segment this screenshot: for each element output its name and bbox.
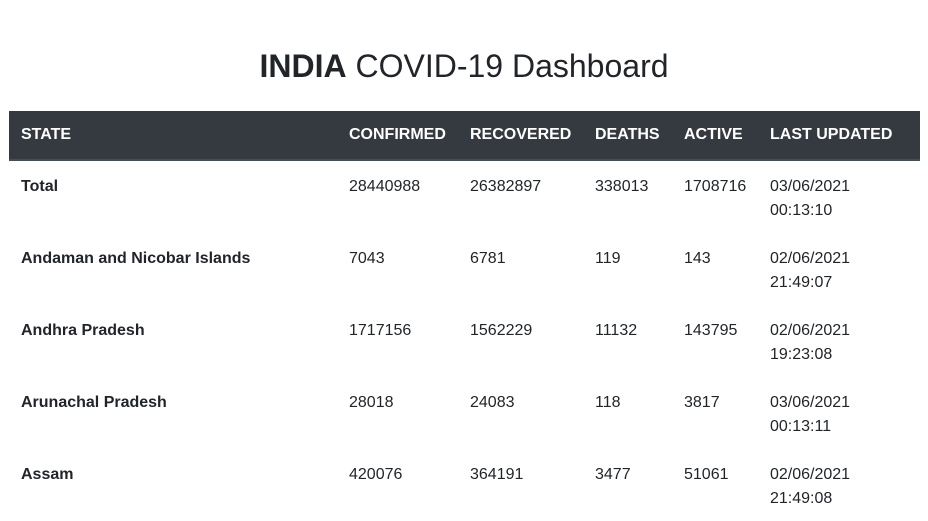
updated-time: 00:13:11 — [770, 418, 832, 435]
cell-last-updated: 03/06/2021 00:13:10 — [758, 160, 920, 233]
cell-deaths: 119 — [595, 250, 621, 267]
table-row: Andhra Pradesh 1717156 1562229 11132 143… — [9, 305, 920, 377]
cell-confirmed: 28018 — [349, 394, 394, 411]
cell-last-updated: 02/06/2021 21:49:07 — [758, 233, 920, 305]
cell-confirmed: 420076 — [349, 466, 403, 483]
table-header-row: STATE CONFIRMED RECOVERED DEATHS ACTIVE … — [9, 111, 920, 161]
cell-state: Andaman and Nicobar Islands — [21, 250, 251, 267]
cell-confirmed: 7043 — [349, 250, 385, 267]
cell-state: Andhra Pradesh — [21, 322, 145, 339]
table-body: Total 28440988 26382897 338013 1708716 0… — [9, 160, 920, 521]
page-title-rest: COVID-19 Dashboard — [355, 48, 669, 85]
header-active: ACTIVE — [672, 111, 758, 161]
cell-recovered: 6781 — [470, 250, 506, 267]
cell-last-updated: 02/06/2021 19:23:08 — [758, 305, 920, 377]
cell-deaths: 118 — [595, 394, 621, 411]
page-title: INDIA COVID-19 Dashboard — [0, 47, 928, 85]
cell-deaths: 3477 — [595, 466, 631, 483]
updated-date: 03/06/2021 — [770, 394, 851, 411]
updated-time: 00:13:10 — [770, 202, 833, 219]
cell-confirmed: 28440988 — [349, 178, 421, 195]
header-confirmed: CONFIRMED — [337, 111, 458, 161]
updated-date: 02/06/2021 — [770, 322, 851, 339]
cell-active: 51061 — [684, 466, 729, 483]
cell-state: Arunachal Pradesh — [21, 394, 167, 411]
covid-table-container: STATE CONFIRMED RECOVERED DEATHS ACTIVE … — [9, 111, 920, 521]
cell-recovered: 364191 — [470, 466, 524, 483]
cell-last-updated: 03/06/2021 00:13:11 — [758, 377, 920, 449]
header-last-updated: LAST UPDATED — [758, 111, 920, 161]
cell-recovered: 1562229 — [470, 322, 533, 339]
cell-active: 143795 — [684, 322, 738, 339]
cell-state: Total — [21, 178, 59, 195]
updated-time: 21:49:08 — [770, 490, 833, 507]
header-state: STATE — [9, 111, 337, 161]
cell-recovered: 24083 — [470, 394, 515, 411]
updated-date: 03/06/2021 — [770, 178, 851, 195]
table-row: Andaman and Nicobar Islands 7043 6781 11… — [9, 233, 920, 305]
cell-state: Assam — [21, 466, 74, 483]
header-deaths: DEATHS — [583, 111, 672, 161]
cell-recovered: 26382897 — [470, 178, 542, 195]
updated-date: 02/06/2021 — [770, 466, 851, 483]
cell-confirmed: 1717156 — [349, 322, 412, 339]
cell-active: 143 — [684, 250, 711, 267]
cell-last-updated: 02/06/2021 21:49:08 — [758, 449, 920, 521]
table-row: Total 28440988 26382897 338013 1708716 0… — [9, 160, 920, 233]
cell-deaths: 338013 — [595, 178, 649, 195]
table-row: Assam 420076 364191 3477 51061 02/06/202… — [9, 449, 920, 521]
table-header: STATE CONFIRMED RECOVERED DEATHS ACTIVE … — [9, 111, 920, 161]
updated-date: 02/06/2021 — [770, 250, 851, 267]
cell-deaths: 11132 — [595, 322, 638, 339]
covid-table: STATE CONFIRMED RECOVERED DEATHS ACTIVE … — [9, 111, 920, 521]
cell-active: 3817 — [684, 394, 720, 411]
cell-active: 1708716 — [684, 178, 747, 195]
table-row: Arunachal Pradesh 28018 24083 118 3817 0… — [9, 377, 920, 449]
updated-time: 19:23:08 — [770, 346, 833, 363]
updated-time: 21:49:07 — [770, 274, 833, 291]
header-recovered: RECOVERED — [458, 111, 583, 161]
page-title-country: INDIA — [259, 48, 347, 85]
